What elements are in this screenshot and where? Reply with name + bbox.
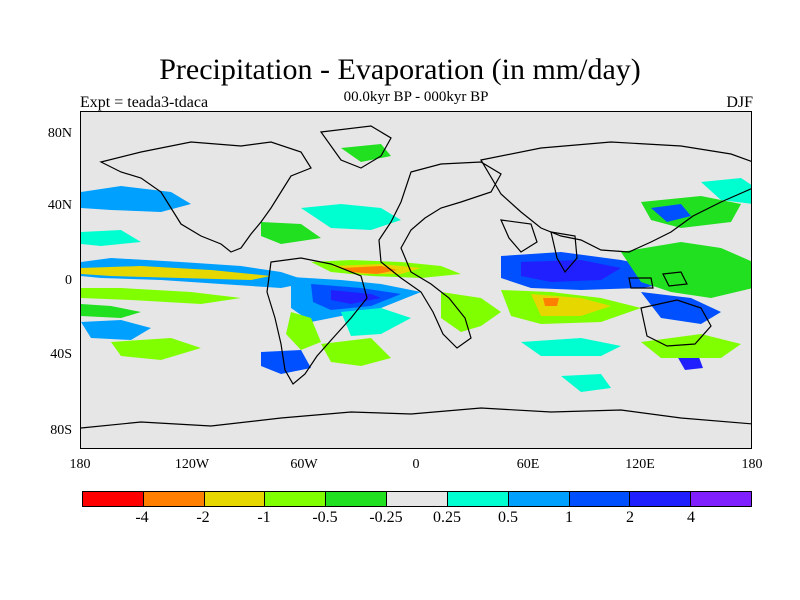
colorbar-swatch xyxy=(630,492,692,506)
coastline-layer xyxy=(81,125,751,429)
field-patch xyxy=(651,204,691,222)
field-patch xyxy=(111,338,201,360)
colorbar-label: -4 xyxy=(135,509,149,526)
field-patch xyxy=(641,292,721,324)
lat-label-80s: 80S xyxy=(50,423,72,438)
colorbar-swatch xyxy=(204,492,266,506)
lat-label-40n: 40N xyxy=(47,198,72,213)
colorbar-swatch xyxy=(265,492,327,506)
field-patch xyxy=(521,338,621,356)
pe-field-layer xyxy=(81,144,751,392)
lon-label-0: 0 xyxy=(412,457,420,472)
field-patch xyxy=(441,292,501,332)
lon-label-180e: 180 xyxy=(741,457,763,472)
coastline xyxy=(81,407,751,429)
map-panel xyxy=(80,111,752,449)
colorbar-label: -1 xyxy=(257,509,271,526)
field-patch xyxy=(621,242,751,298)
lat-label-80n: 80N xyxy=(47,126,72,141)
lon-label-120w: 120W xyxy=(174,457,210,472)
coastline xyxy=(266,257,368,385)
coastline xyxy=(662,271,688,287)
coastline xyxy=(550,231,578,274)
colorbar-label: 1 xyxy=(565,509,573,526)
colorbar-label: 2 xyxy=(626,509,634,526)
colorbar-label: 0.5 xyxy=(498,509,518,526)
field-patch xyxy=(81,266,271,280)
field-patch xyxy=(81,230,141,246)
lat-label-0: 0 xyxy=(65,273,72,288)
field-patch xyxy=(81,186,191,212)
field-patch xyxy=(321,338,391,366)
season-label: DJF xyxy=(726,94,753,111)
field-patch xyxy=(341,308,411,336)
field-patch xyxy=(561,374,611,392)
colorbar-label: -0.25 xyxy=(369,509,403,526)
colorbar-label: 4 xyxy=(687,509,695,526)
field-patch xyxy=(641,334,741,358)
map-title: Precipitation - Evaporation (in mm/day) xyxy=(159,53,641,86)
colorbar-swatch xyxy=(569,492,631,506)
coastline xyxy=(99,141,312,253)
field-patch xyxy=(286,312,321,350)
field-patch xyxy=(331,290,381,304)
colorbar-label: -0.5 xyxy=(312,509,338,526)
colorbar xyxy=(82,491,752,507)
lon-label-60e: 60E xyxy=(516,457,540,472)
lat-label-40s: 40S xyxy=(50,347,72,362)
lon-label-60w: 60W xyxy=(290,457,318,472)
coastline xyxy=(500,219,538,253)
field-patch xyxy=(301,204,401,230)
map-svg xyxy=(81,125,751,429)
experiment-label: Expt = teada3-tdaca xyxy=(80,94,209,111)
field-patch xyxy=(701,178,751,204)
colorbar-swatch xyxy=(508,492,570,506)
coastline xyxy=(378,161,502,349)
colorbar-swatch xyxy=(143,492,205,506)
lon-label-120e: 120E xyxy=(625,457,655,472)
colorbar-swatch xyxy=(326,492,388,506)
colorbar-swatch xyxy=(447,492,509,506)
field-patch xyxy=(343,266,397,274)
coastline xyxy=(640,299,712,347)
colorbar-swatch xyxy=(83,492,144,506)
field-patch xyxy=(261,350,311,374)
map-subtitle: 00.0kyr BP - 000kyr BP xyxy=(343,89,489,105)
field-patch xyxy=(81,288,241,304)
colorbar-label: 0.25 xyxy=(433,509,461,526)
colorbar-swatch xyxy=(691,492,751,506)
field-patch xyxy=(81,320,151,340)
field-patch xyxy=(81,304,141,318)
colorbar-swatch xyxy=(387,492,448,506)
coastline xyxy=(319,125,392,169)
colorbar-label: -2 xyxy=(196,509,210,526)
field-patch xyxy=(341,144,391,162)
coastline xyxy=(628,277,654,289)
lon-label-180w: 180 xyxy=(69,457,91,472)
field-patch xyxy=(543,298,559,306)
field-patch xyxy=(261,222,321,244)
coastline xyxy=(480,141,751,253)
field-patch xyxy=(521,260,621,282)
